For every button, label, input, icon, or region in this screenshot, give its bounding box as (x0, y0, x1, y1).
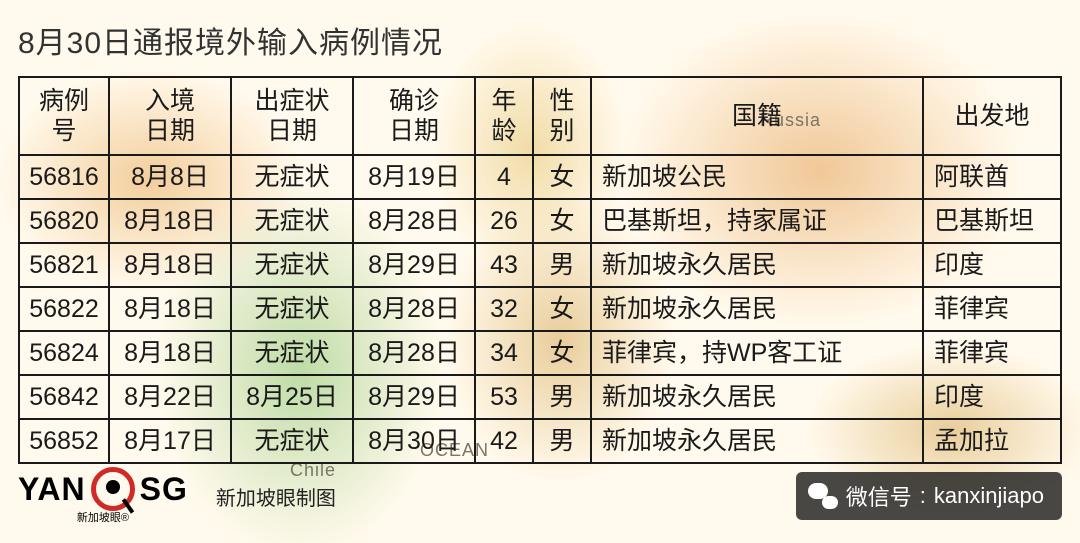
table-cell: 56824 (19, 331, 109, 375)
wechat-icon (808, 483, 838, 509)
col-header: 年龄 (475, 77, 533, 155)
table-cell: 8月18日 (109, 243, 231, 287)
table-cell: 8月8日 (109, 155, 231, 199)
table-cell: 8月18日 (109, 331, 231, 375)
table-cell: 新加坡永久居民 (591, 375, 923, 419)
table-cell: 巴基斯坦 (923, 199, 1061, 243)
col-header: 国籍 (591, 77, 923, 155)
table-cell: 8月29日 (353, 243, 475, 287)
table-cell: 4 (475, 155, 533, 199)
wechat-badge: 微信号: kanxinjiapo (796, 472, 1062, 520)
table-cell: 女 (533, 331, 591, 375)
col-header: 出症状日期 (231, 77, 353, 155)
table-cell: 8月19日 (353, 155, 475, 199)
brand-logo: YAN SG 新加坡眼® (18, 467, 188, 525)
col-header: 性别 (533, 77, 591, 155)
table-cell: 无症状 (231, 419, 353, 463)
maker-credit: 新加坡眼制图 (216, 482, 336, 511)
table-cell: 菲律宾 (923, 331, 1061, 375)
table-row: 568428月22日8月25日8月29日53男新加坡永久居民印度 (19, 375, 1061, 419)
table-cell: 8月25日 (231, 375, 353, 419)
logo-subtext: 新加坡眼® (77, 509, 129, 525)
table-cell: 8月30日 (353, 419, 475, 463)
table-cell: 无症状 (231, 287, 353, 331)
table-cell: 42 (475, 419, 533, 463)
table-cell: 8月29日 (353, 375, 475, 419)
table-row: 568248月18日无症状8月28日34女菲律宾，持WP客工证菲律宾 (19, 331, 1061, 375)
table-cell: 女 (533, 155, 591, 199)
table-row: 568528月17日无症状8月30日42男新加坡永久居民孟加拉 (19, 419, 1061, 463)
page-title: 8月30日通报境外输入病例情况 (18, 18, 1062, 62)
logo-text-right: SG (140, 471, 188, 508)
table-cell: 8月18日 (109, 199, 231, 243)
table-cell: 巴基斯坦，持家属证 (591, 199, 923, 243)
table-cell: 新加坡永久居民 (591, 287, 923, 331)
wechat-label: 微信号 (846, 480, 912, 512)
magnifier-icon (91, 467, 135, 511)
table-cell: 56852 (19, 419, 109, 463)
table-cell: 男 (533, 243, 591, 287)
table-cell: 男 (533, 419, 591, 463)
table-cell: 56822 (19, 287, 109, 331)
table-cell: 女 (533, 287, 591, 331)
table-cell: 56842 (19, 375, 109, 419)
table-cell: 53 (475, 375, 533, 419)
table-cell: 34 (475, 331, 533, 375)
wechat-id: kanxinjiapo (934, 483, 1044, 509)
table-cell: 新加坡永久居民 (591, 243, 923, 287)
table-cell: 8月28日 (353, 199, 475, 243)
table-cell: 8月18日 (109, 287, 231, 331)
table-row: 568218月18日无症状8月29日43男新加坡永久居民印度 (19, 243, 1061, 287)
table-cell: 56820 (19, 199, 109, 243)
table-cell: 56821 (19, 243, 109, 287)
table-cell: 菲律宾 (923, 287, 1061, 331)
table-row: 568168月8日无症状8月19日4女新加坡公民阿联酋 (19, 155, 1061, 199)
col-header: 出发地 (923, 77, 1061, 155)
col-header: 病例号 (19, 77, 109, 155)
table-cell: 无症状 (231, 243, 353, 287)
table-cell: 印度 (923, 375, 1061, 419)
table-cell: 8月17日 (109, 419, 231, 463)
table-cell: 8月28日 (353, 331, 475, 375)
col-header: 确诊日期 (353, 77, 475, 155)
table-cell: 阿联酋 (923, 155, 1061, 199)
table-header-row: 病例号 入境日期 出症状日期 确诊日期 年龄 性别 国籍 出发地 (19, 77, 1061, 155)
table-cell: 无症状 (231, 199, 353, 243)
table-cell: 印度 (923, 243, 1061, 287)
table-cell: 女 (533, 199, 591, 243)
table-cell: 菲律宾，持WP客工证 (591, 331, 923, 375)
table-cell: 26 (475, 199, 533, 243)
table-cell: 8月28日 (353, 287, 475, 331)
wechat-sep: : (920, 483, 926, 509)
table-cell: 新加坡永久居民 (591, 419, 923, 463)
table-cell: 男 (533, 375, 591, 419)
table-cell: 8月22日 (109, 375, 231, 419)
table-cell: 孟加拉 (923, 419, 1061, 463)
cases-table: 病例号 入境日期 出症状日期 确诊日期 年龄 性别 国籍 出发地 568168月… (18, 76, 1062, 464)
table-cell: 56816 (19, 155, 109, 199)
table-cell: 无症状 (231, 331, 353, 375)
col-header: 入境日期 (109, 77, 231, 155)
table-row: 568228月18日无症状8月28日32女新加坡永久居民菲律宾 (19, 287, 1061, 331)
table-row: 568208月18日无症状8月28日26女巴基斯坦，持家属证巴基斯坦 (19, 199, 1061, 243)
logo-text-left: YAN (18, 471, 86, 508)
table-cell: 无症状 (231, 155, 353, 199)
table-cell: 新加坡公民 (591, 155, 923, 199)
table-cell: 32 (475, 287, 533, 331)
table-cell: 43 (475, 243, 533, 287)
